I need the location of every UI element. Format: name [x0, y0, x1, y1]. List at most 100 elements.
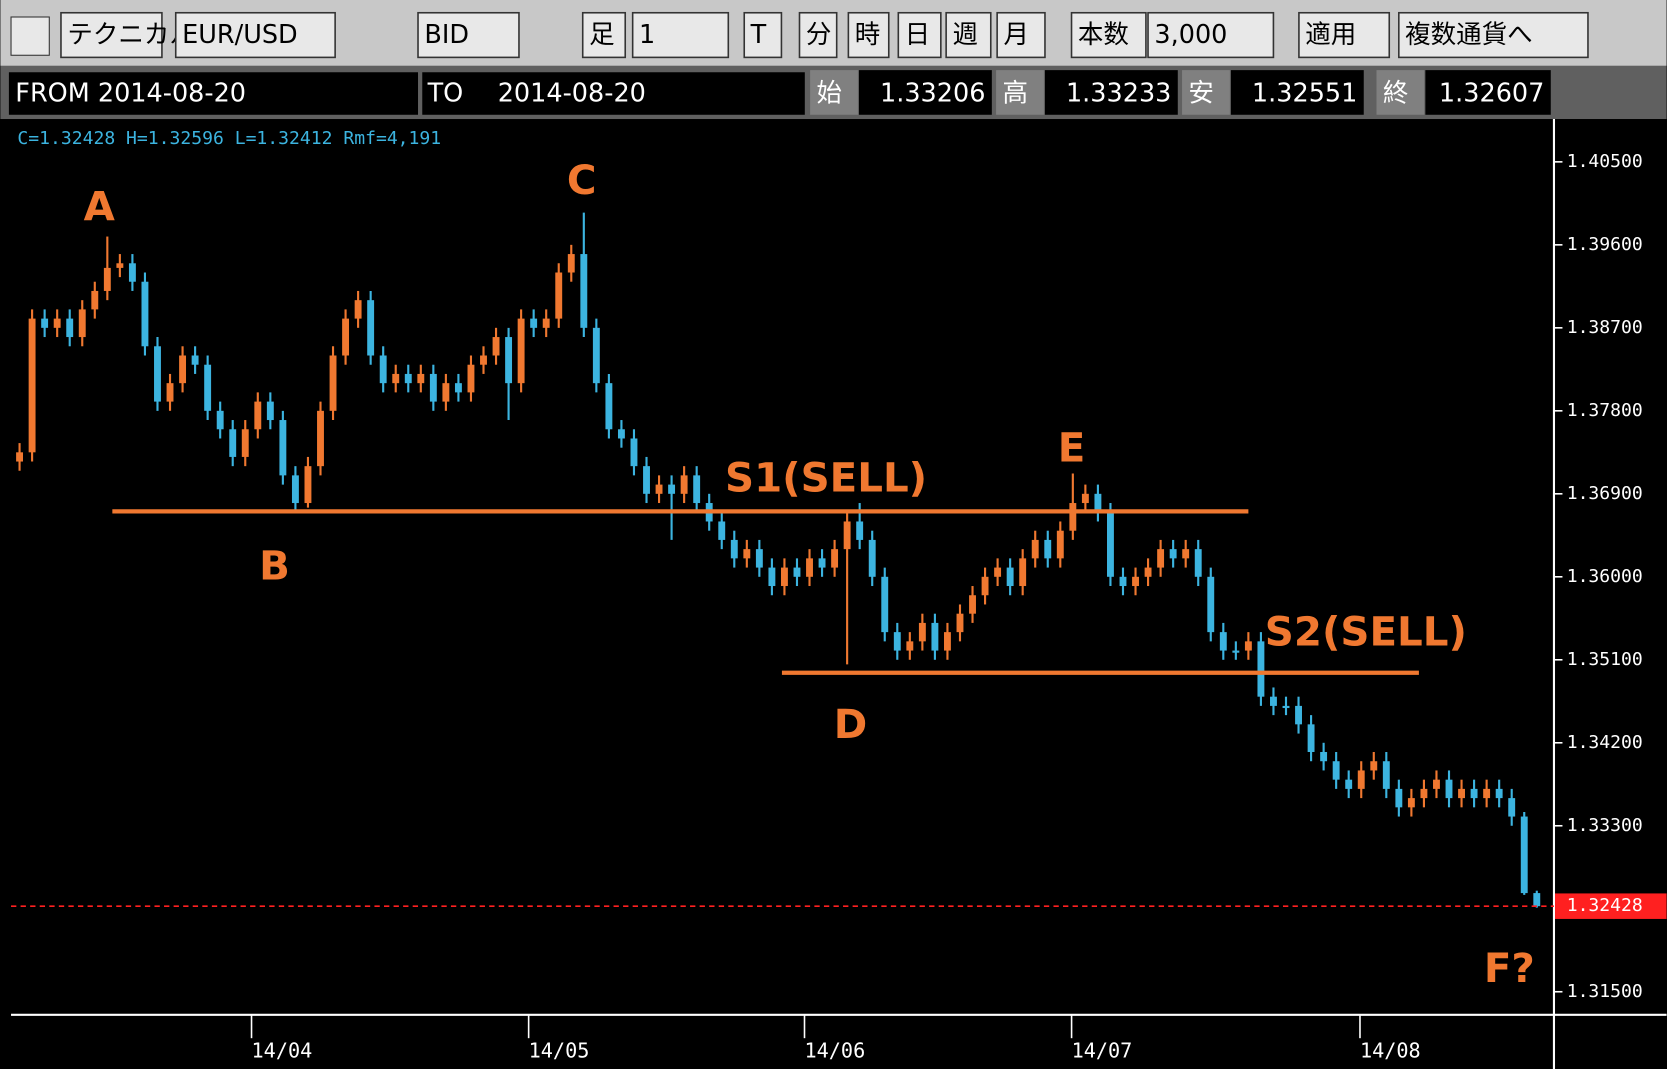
x-tick-label: 14/07 [1072, 1038, 1133, 1062]
candle-body [793, 567, 801, 577]
quote-text: 1.33233 [1066, 79, 1171, 109]
candle-body [442, 383, 450, 402]
quote-cell [1425, 70, 1551, 115]
toolbar-label: BID [424, 20, 469, 50]
to-field [422, 72, 805, 115]
candle-body [1119, 576, 1127, 587]
from-field [8, 72, 419, 115]
quote-text: 1.32607 [1439, 79, 1544, 109]
candle-body [28, 318, 36, 453]
toolbar-button [581, 11, 627, 59]
candle-body [856, 521, 864, 540]
candle-body [893, 632, 901, 651]
annotation: A [84, 183, 116, 230]
candle-body [906, 641, 914, 651]
candle-body [266, 401, 274, 421]
candle-body [392, 373, 400, 384]
candle-body [1144, 567, 1152, 577]
last-price-box [1555, 893, 1667, 919]
candle-body [116, 263, 124, 268]
toolbar-button [897, 11, 942, 59]
last-price-label: 1.32428 [1567, 895, 1643, 916]
candle-body [204, 364, 212, 411]
candle-body [617, 429, 625, 439]
candle-body [956, 613, 964, 633]
candle-body [1132, 576, 1139, 587]
candle-body [1520, 816, 1528, 894]
candle-body [555, 272, 563, 319]
x-tick-label: 14/08 [1360, 1038, 1421, 1062]
quote-text: 1.33206 [880, 79, 985, 109]
annotation: C [567, 157, 597, 204]
candle-body [1257, 641, 1265, 697]
candle-body [1470, 788, 1478, 799]
toolbar-label: 本数 [1078, 20, 1129, 50]
candle-body [655, 484, 663, 494]
info-line: C=1.32428 H=1.32596 L=1.32412 Rmf=4,191 [17, 128, 441, 149]
candle-body [1420, 788, 1428, 799]
toolbar-button [798, 11, 838, 59]
candle-body [918, 622, 926, 642]
candle-body [304, 466, 312, 504]
candle-body [718, 521, 726, 540]
annotation: S1(SELL) [725, 454, 927, 501]
candle-body [128, 263, 136, 282]
candle-body [1445, 779, 1453, 799]
quote-cell [1230, 70, 1364, 115]
quote-cell [1376, 70, 1425, 115]
quote-cell [1182, 70, 1230, 115]
toolbar-label: 3,000 [1154, 20, 1227, 50]
candle-body [831, 549, 839, 568]
toolbar-label: 時 [855, 20, 881, 50]
candle-body [868, 539, 876, 577]
candle-body [517, 318, 525, 384]
toolbar-label: 月 [1004, 20, 1030, 50]
candle-body [1006, 567, 1014, 587]
y-tick-label: 1.36900 [1567, 483, 1643, 504]
candle-body [1094, 493, 1102, 513]
toolbar-label: 足 [589, 20, 615, 50]
candle-body [1282, 705, 1290, 709]
candle-body [1357, 770, 1365, 789]
candle-body [467, 364, 475, 393]
toolbar-button [174, 11, 336, 59]
candle-body [1295, 705, 1302, 725]
candle-body [1244, 641, 1252, 651]
candle-body [1182, 549, 1190, 559]
candle-body [1407, 798, 1415, 808]
quote-text: 始 [816, 79, 842, 109]
candle-body [530, 318, 538, 328]
candle-body [317, 410, 324, 467]
candle-body [154, 346, 161, 402]
candle-body [179, 355, 187, 384]
toolbar-button [631, 11, 730, 59]
y-tick-label: 1.40500 [1567, 151, 1643, 172]
candle-body [367, 300, 375, 356]
candle-body [542, 318, 550, 328]
toolbar-button [847, 11, 890, 59]
annotation: B [259, 543, 290, 590]
toolbar-button [417, 11, 520, 59]
quote-cell [1044, 70, 1178, 115]
y-tick-label: 1.37800 [1567, 400, 1643, 421]
candle-body [981, 576, 989, 596]
y-tick-label: 1.38700 [1567, 317, 1643, 338]
candle-body [1458, 788, 1465, 799]
toolbar-button [1398, 11, 1589, 59]
y-tick-label: 1.36000 [1567, 566, 1643, 587]
candle-body [141, 281, 149, 347]
candle-body [404, 373, 412, 384]
toolbar-label: 週 [953, 20, 979, 50]
candle-body [969, 595, 976, 614]
candle-body [16, 452, 24, 462]
quote-bar: 始 1.33206 高 1.33233 安 1.32551 終 1.32607 [810, 70, 1551, 115]
candle-body [931, 622, 939, 651]
candle-body [329, 355, 337, 411]
candle-body [768, 567, 776, 587]
toolbar-button [60, 11, 163, 59]
candle-body [78, 309, 86, 338]
candle-body [1069, 503, 1077, 531]
candle-body [843, 521, 851, 550]
toolbar-button [1298, 11, 1391, 59]
candle-body [730, 539, 738, 559]
